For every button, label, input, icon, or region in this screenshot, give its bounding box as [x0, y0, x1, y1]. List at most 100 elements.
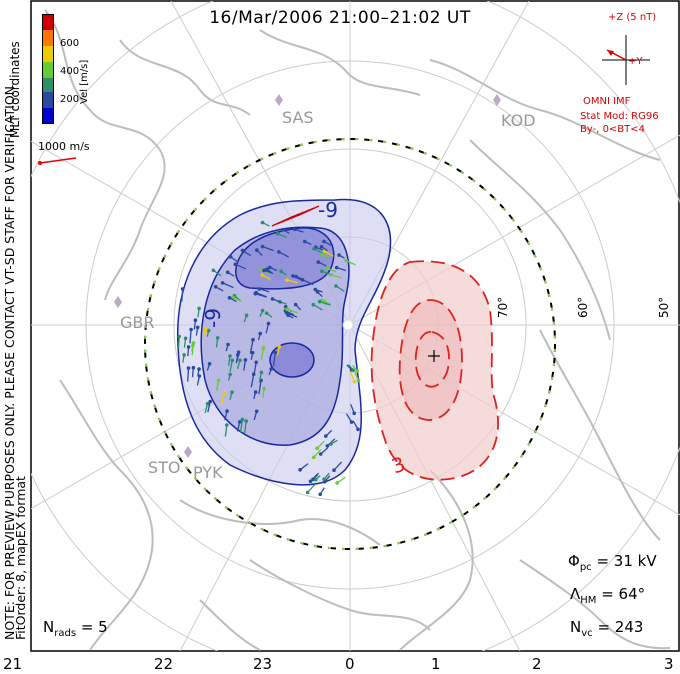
velocity-vector-origin: [349, 420, 354, 424]
velocity-vector-origin: [244, 313, 249, 318]
phi-pc-stat: Φpc = 31 kV: [568, 552, 657, 573]
velocity-vector-origin: [228, 354, 232, 358]
velocity-vector-origin: [262, 268, 266, 273]
velocity-vector-origin: [254, 248, 259, 252]
velocity-vector-origin: [313, 477, 318, 482]
velocity-vector-origin: [216, 378, 221, 383]
velocity-vector-origin: [294, 274, 298, 279]
velocity-vector-origin: [337, 253, 341, 257]
velocity-vector-origin: [356, 378, 361, 383]
colorbar-swatch: [42, 62, 54, 78]
velocity-vector-origin: [315, 446, 319, 451]
velocity-vector-origin: [303, 239, 307, 244]
mlt-label-23: 23: [253, 655, 273, 673]
velocity-vector-origin: [240, 248, 245, 253]
velocity-vector-origin: [277, 344, 282, 349]
velocity-vector-origin: [325, 266, 330, 270]
velocity-vector: [286, 279, 299, 284]
velocity-vector: [286, 308, 299, 314]
velocity-vector-origin: [230, 358, 235, 363]
velocity-vector-origin: [329, 273, 333, 277]
velocity-vector-origin: [266, 321, 271, 326]
imf-vector-head: [607, 50, 614, 56]
nrads-symbol: N: [43, 618, 55, 636]
velocity-vector-origin: [316, 260, 321, 264]
nrads-stat: Nrads = 5: [43, 618, 108, 639]
hm-boundary: [144, 138, 556, 550]
mlt-label-1: 1: [431, 655, 441, 673]
velocity-vector: [224, 424, 228, 437]
imf-source: OMNI IMF: [583, 96, 631, 107]
velocity-vector-origin: [207, 362, 212, 366]
colorbar-tick-200: 200: [60, 94, 80, 105]
nrads-subscript: rads: [54, 628, 77, 639]
velocity-vector: [222, 282, 234, 289]
colorbar: [42, 14, 54, 124]
velocity-vector-origin: [260, 273, 264, 277]
map-title: 16/Mar/2006 21:00–21:02 UT: [209, 8, 471, 28]
colorbar-tick-400: 400: [60, 66, 80, 77]
velocity-vector-origin: [195, 325, 200, 330]
velocity-vector-origin: [259, 370, 264, 375]
velocity-vector-origin: [268, 265, 272, 270]
velocity-vector-origin: [305, 490, 310, 495]
velocity-vector-origin: [322, 477, 326, 482]
velocity-vector-origin: [317, 299, 322, 304]
mlt-label-21: 21: [3, 655, 23, 673]
velocity-vector-origin: [334, 284, 338, 288]
velocity-vector-origin: [197, 367, 201, 371]
velocity-vector-origin: [189, 327, 193, 332]
station-marker-kod: [493, 94, 501, 106]
velocity-vector: [286, 312, 298, 318]
velocity-vector-origin: [233, 262, 238, 267]
fit-order-label: FitOrder: 8, mapEX format: [13, 476, 28, 640]
velocity-vector-origin: [237, 420, 242, 424]
velocity-vector-origin: [227, 296, 232, 300]
velocity-vector-origin: [238, 358, 242, 363]
contour-label-neg-top: -9: [318, 198, 338, 222]
velocity-vector: [262, 245, 274, 252]
velocity-vector: [235, 263, 247, 270]
velocity-vector-origin: [236, 353, 240, 357]
velocity-vector-origin: [182, 353, 186, 357]
velocity-vector-origin: [262, 386, 266, 391]
velocity-vector-origin: [355, 369, 360, 373]
velocity-vector-origin: [260, 308, 265, 313]
colorbar-swatch: [42, 14, 54, 30]
scale-vector-line: [39, 157, 77, 164]
velocity-vector: [187, 368, 190, 382]
velocity-vector-origin: [311, 477, 315, 482]
velocity-vector-origin: [298, 468, 302, 472]
velocity-vector: [260, 347, 265, 360]
velocity-vector-origin: [186, 366, 191, 370]
velocity-vector-origin: [258, 331, 263, 336]
velocity-vector-origin: [228, 372, 232, 377]
velocity-vector: [278, 251, 289, 258]
mlt-label-0: 0: [345, 655, 355, 673]
velocity-vector-origin: [257, 287, 262, 291]
velocity-vector-origin: [312, 455, 316, 460]
velocity-vector: [244, 421, 247, 433]
velocity-vector-origin: [243, 358, 248, 362]
dawn-cell-inner: [398, 299, 463, 421]
velocity-vector-origin: [206, 328, 211, 333]
velocity-vector-origin: [284, 311, 289, 315]
velocity-vector-origin: [285, 307, 289, 312]
velocity-vector-origin: [251, 337, 255, 342]
velocity-vector: [239, 419, 244, 433]
station-label-pyk: PYK: [193, 463, 223, 482]
velocity-vector-origin: [320, 252, 324, 257]
velocity-vector-origin: [213, 285, 218, 289]
velocity-vector: [181, 288, 184, 302]
velocity-vector: [249, 339, 254, 354]
velocity-vector-origin: [230, 390, 234, 395]
velocity-vector-origin: [313, 287, 318, 292]
dawn-cell-core: [414, 331, 450, 388]
imf-condition: By-, 0<BT<4: [580, 124, 646, 135]
colorbar-label: Vel [m/s]: [79, 59, 90, 104]
velocity-vector-origin: [261, 346, 266, 350]
velocity-vector-origin: [319, 244, 324, 249]
nvc-value: = 243: [597, 618, 644, 636]
dusk-cell-core2: [269, 342, 315, 378]
